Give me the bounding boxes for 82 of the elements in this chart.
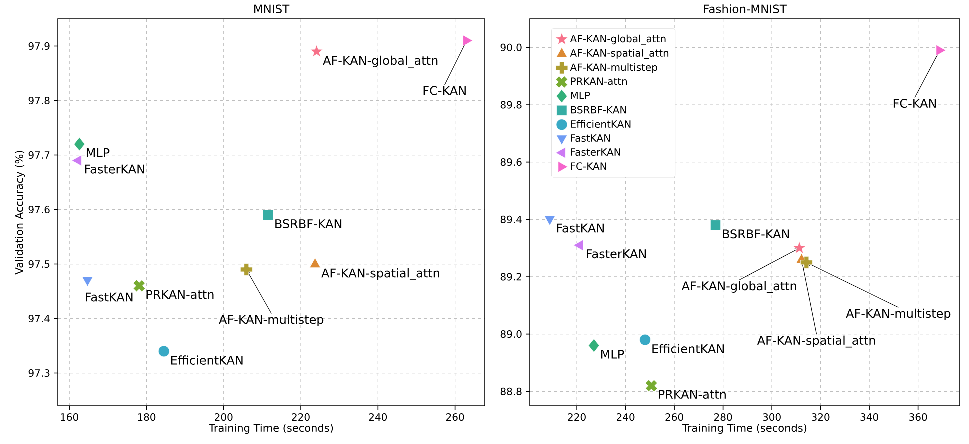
point — [310, 258, 321, 268]
legend-label: AF-KAN-global_attn — [570, 34, 666, 45]
series-label: FastKAN — [86, 292, 133, 302]
series-label: EfficientKAN — [171, 356, 243, 365]
legend-label: FasterKAN — [571, 148, 620, 156]
series-label: FasterKAN — [85, 164, 144, 174]
point — [72, 155, 82, 166]
point — [463, 35, 474, 46]
y-tick-label: 97.7 — [28, 151, 50, 160]
x-tick-label: 300 — [763, 414, 781, 422]
x-tick-label: 360 — [910, 414, 928, 422]
x-tick-label: 240 — [369, 414, 388, 422]
text: EfficientKAN — [652, 344, 724, 354]
text: AF-KAN-multistep — [219, 314, 324, 327]
legend-label: FC-KAN — [571, 162, 606, 170]
series-label: MLP — [86, 148, 110, 158]
y-tick-label: 97.8 — [28, 96, 50, 105]
text: PRKAN-attn — [659, 390, 726, 400]
series-label: AF-KAN-global_attn — [323, 56, 438, 68]
text: FasterKAN — [587, 250, 646, 259]
y-tick-label: 88.8 — [500, 388, 522, 396]
point — [640, 334, 651, 346]
text: FastKAN — [557, 224, 604, 233]
series-label: PRKAN-attn — [146, 290, 214, 300]
y-tick-label: 89.8 — [500, 101, 522, 109]
point — [310, 44, 324, 58]
text: FC-KAN — [424, 86, 466, 96]
y-tick-label: 97.6 — [28, 206, 50, 214]
chart-title: MNIST — [254, 4, 290, 14]
legend-label: BSRBF-KAN — [571, 106, 626, 114]
x-tick-label: 180 — [138, 414, 156, 422]
y-tick-label: 89.0 — [500, 330, 522, 338]
y-tick-label: 89.2 — [500, 273, 522, 281]
point — [240, 264, 253, 276]
legend-label: AF-KAN-multistep — [570, 64, 658, 74]
point — [588, 338, 600, 353]
legend-label: AF-KAN-spatial_attn — [570, 49, 669, 60]
x-tick-label: 280 — [714, 414, 732, 422]
point — [793, 242, 806, 254]
y-tick-label: 97.5 — [28, 260, 50, 268]
x-tick-label: 220 — [292, 414, 310, 422]
y-tick-label: 97.4 — [28, 314, 50, 323]
point — [262, 210, 274, 221]
legend-label: MLP — [571, 92, 590, 100]
point — [936, 44, 946, 56]
x-tick-label: 220 — [568, 414, 586, 422]
point — [544, 216, 556, 226]
y-axis-title: Validation Accuracy (%) — [15, 151, 26, 275]
y-tick-label: 89.4 — [500, 216, 522, 224]
x-tick-label: 240 — [616, 414, 635, 422]
x-tick-label: 320 — [812, 414, 830, 422]
point — [710, 220, 722, 231]
x-axis-title: Training Time (seconds) — [209, 424, 334, 434]
x-tick-label: 260 — [666, 414, 684, 422]
point — [82, 276, 94, 287]
point — [574, 240, 584, 252]
x-tick-label: 160 — [61, 414, 78, 422]
legend-label: FastKAN — [571, 134, 610, 142]
point — [158, 346, 170, 358]
series-label: AF-KAN-spatial_attn — [322, 268, 440, 280]
point — [646, 380, 658, 392]
series-label: BSRBF-KAN — [276, 219, 342, 228]
text: AF-KAN-multistep — [846, 308, 951, 320]
legend-label: PRKAN-attn — [571, 78, 628, 86]
text: BSRBF-KAN — [723, 230, 790, 239]
y-tick-label: 90.0 — [500, 44, 522, 52]
text: FC-KAN — [894, 98, 936, 108]
text: AF-KAN-global_attn — [682, 281, 796, 294]
y-tick-label: 89.6 — [500, 158, 522, 166]
point — [133, 280, 146, 292]
y-tick-label: 97.9 — [28, 42, 50, 50]
x-tick-label: 340 — [860, 414, 878, 422]
point — [800, 256, 813, 269]
x-tick-label: 260 — [446, 414, 464, 422]
text: AF-KAN-spatial_attn — [757, 336, 876, 348]
point — [74, 138, 86, 152]
legend-label: EfficientKAN — [571, 120, 631, 128]
chart-title: Fashion-MNIST — [704, 4, 787, 14]
y-tick-label: 97.3 — [28, 369, 50, 378]
text: MLP — [601, 350, 624, 359]
x-axis-title: Training Time (seconds) — [682, 424, 807, 434]
x-tick-label: 200 — [215, 414, 233, 422]
